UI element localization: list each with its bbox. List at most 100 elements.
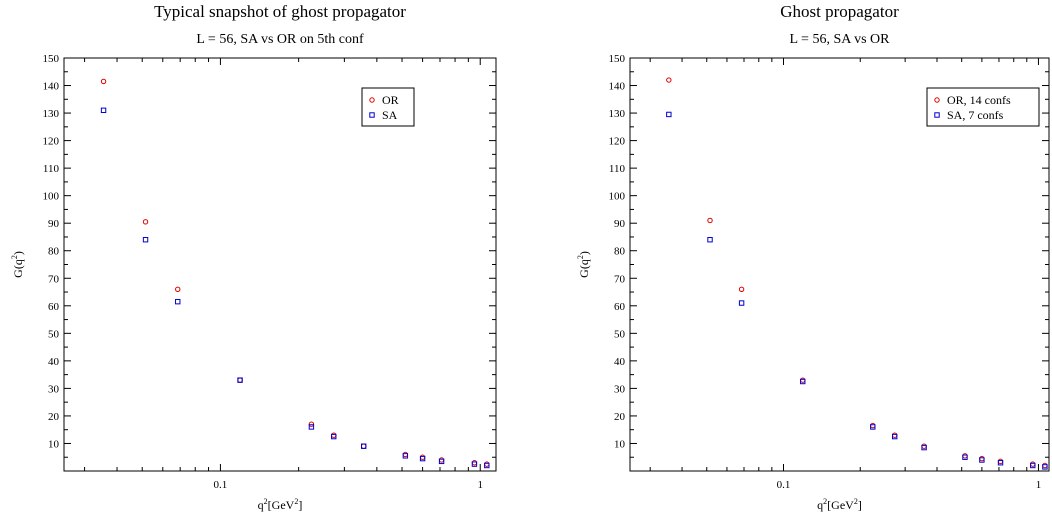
y-tick-label: 20	[48, 411, 60, 423]
chart-subtitle: L = 56, SA vs OR	[790, 32, 891, 47]
data-point-circle	[402, 451, 409, 458]
y-tick-label: 140	[609, 81, 626, 93]
chart-title: Typical snapshot of ghost propagator	[154, 2, 406, 21]
data-point-circle	[962, 453, 968, 459]
data-point-square	[360, 443, 367, 449]
chart-title: Ghost propagator	[780, 2, 899, 21]
series-or	[666, 77, 1048, 469]
data-point-circle	[438, 457, 445, 463]
chart-panel-right: Ghost propagator L = 56, SA vs OR 10 20 30 40…	[576, 2, 1050, 512]
data-point-circle	[360, 443, 367, 449]
chart-panel-left: Typical snapshot of ghost propagator L = …	[10, 2, 497, 512]
legend-box	[926, 87, 1040, 127]
data-point-circle	[738, 286, 745, 292]
y-tick-label: 60	[48, 301, 60, 313]
y-tick-label: 10	[48, 438, 60, 450]
data-point-square	[1042, 464, 1048, 470]
data-point-circle	[800, 377, 806, 383]
data-point-circle	[1030, 461, 1036, 467]
series-sa	[666, 111, 1048, 470]
y-tick-label: 150	[43, 53, 60, 65]
series-sa	[100, 107, 490, 469]
series-or	[100, 78, 490, 467]
y-axis-label: G(q2)	[576, 251, 591, 278]
legend-label: SA	[382, 108, 398, 122]
data-point-circle	[870, 422, 876, 429]
data-point-square	[237, 377, 243, 383]
data-point-square	[979, 457, 985, 463]
y-tick-label: 30	[48, 383, 60, 395]
y-tick-label: 60	[614, 301, 626, 313]
x-tick-label: 0.1	[214, 479, 228, 491]
x-tick-label: 1	[1036, 479, 1042, 491]
data-point-circle	[707, 217, 713, 224]
data-point-square	[402, 453, 409, 459]
x-tick-label: 1	[477, 479, 483, 491]
legend-label: OR	[382, 93, 399, 107]
data-point-circle	[979, 455, 985, 462]
y-tick-label: 20	[614, 411, 626, 423]
chart-subtitle: L = 56, SA vs OR on 5th conf	[196, 32, 364, 47]
y-tick-label: 100	[43, 191, 60, 203]
data-point-square	[870, 424, 876, 430]
data-point-circle	[142, 219, 149, 225]
data-point-square	[419, 455, 426, 462]
y-tick-label: 30	[614, 383, 626, 395]
data-point-square	[891, 433, 898, 440]
y-tick-label: 90	[48, 218, 60, 230]
y-tick-label: 130	[609, 108, 626, 120]
y-tick-label: 130	[43, 108, 60, 120]
y-tick-label: 90	[614, 218, 626, 230]
y-axis-label: G(q2)	[10, 251, 25, 278]
data-point-circle	[471, 460, 478, 466]
data-point-square	[100, 107, 107, 114]
y-tick-label: 70	[614, 273, 626, 285]
y-tick-label: 120	[43, 136, 60, 148]
y-tick-label: 150	[609, 53, 626, 65]
data-point-circle	[175, 286, 181, 292]
data-point-circle	[921, 443, 927, 449]
data-point-circle	[331, 432, 337, 438]
data-point-circle	[100, 78, 107, 85]
x-axis-label: q2[GeV2]	[817, 497, 862, 512]
y-tick-label: 80	[614, 246, 626, 258]
data-point-circle	[1042, 462, 1048, 469]
data-point-circle	[419, 454, 426, 460]
legend-marker-circle	[934, 97, 940, 103]
data-point-circle	[997, 458, 1004, 465]
y-tick-label: 140	[43, 81, 60, 93]
data-point-square	[707, 237, 713, 243]
y-tick-label: 70	[48, 273, 60, 285]
legend-marker-circle	[369, 97, 375, 103]
data-point-circle	[308, 421, 315, 427]
data-point-circle	[666, 77, 672, 83]
data-point-square	[142, 237, 149, 243]
data-point-circle	[484, 461, 490, 467]
data-point-square	[471, 461, 478, 467]
legend-label: OR, 14 confs	[947, 93, 1011, 107]
y-tick-label: 50	[48, 328, 60, 340]
data-point-square	[800, 378, 806, 385]
y-tick-label: 120	[609, 136, 626, 148]
legend-marker-square	[934, 112, 940, 118]
legend-label: SA, 7 confs	[947, 108, 1004, 122]
data-point-square	[438, 458, 445, 465]
data-point-square	[666, 111, 672, 118]
data-point-square	[331, 433, 337, 440]
data-point-circle	[237, 377, 243, 383]
data-point-square	[484, 462, 490, 469]
legend-box	[361, 87, 415, 127]
x-axis-label: q2[GeV2]	[258, 497, 303, 512]
plot-frame	[63, 57, 497, 472]
data-point-square	[997, 460, 1004, 466]
data-point-square	[308, 424, 315, 430]
data-point-square	[962, 454, 968, 460]
data-point-square	[921, 444, 927, 451]
y-tick-label: 10	[614, 438, 626, 450]
y-tick-label: 40	[614, 356, 626, 368]
x-tick-label: 0.1	[777, 479, 791, 491]
data-point-square	[175, 298, 181, 305]
y-tick-label: 80	[48, 246, 60, 258]
